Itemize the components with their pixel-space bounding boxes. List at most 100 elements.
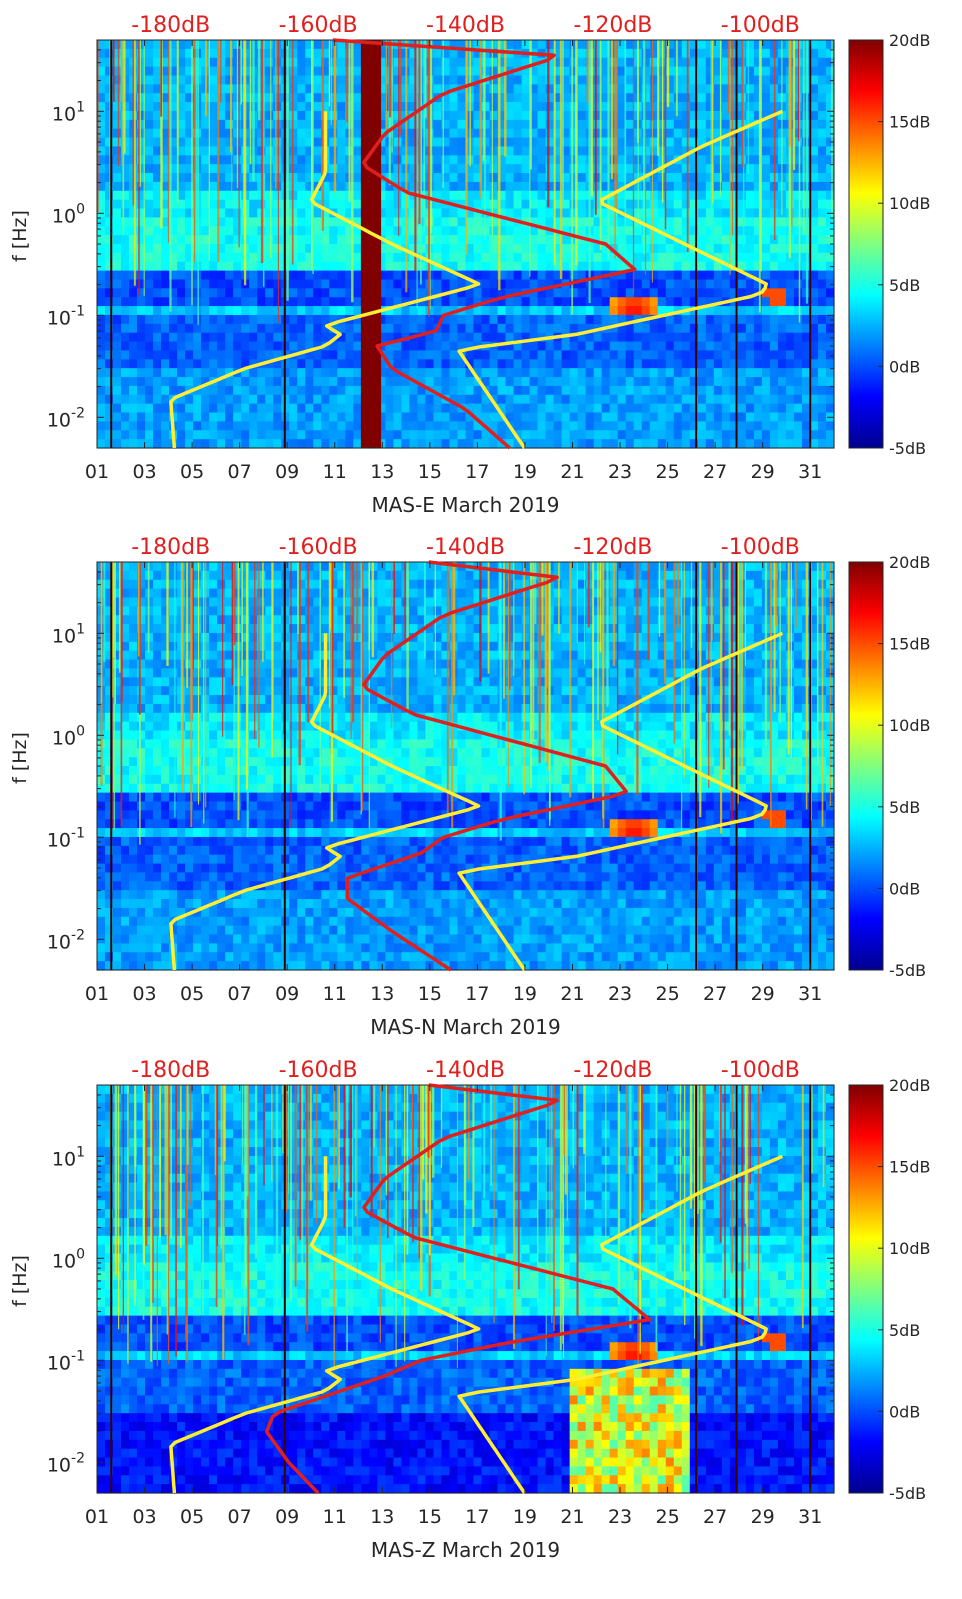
x-tick-label: 29 bbox=[751, 1506, 775, 1528]
x-tick-label: 09 bbox=[275, 461, 299, 483]
x-tick-label: 23 bbox=[608, 461, 632, 483]
x-tick-label: 25 bbox=[655, 461, 679, 483]
spectrogram-panel-2: 01 03 05 07 09 11 13 15 17 19 21 23 25 27 29 3110110010… bbox=[9, 535, 931, 1039]
colorbar-label: 5dB bbox=[889, 276, 920, 295]
x-tick-label: 19 bbox=[513, 983, 537, 1005]
colorbar-label: 10dB bbox=[889, 194, 931, 213]
x-tick-label: 27 bbox=[703, 461, 727, 483]
y-tick-label: 100 bbox=[52, 723, 85, 749]
y-tick-exponent: -1 bbox=[71, 303, 85, 319]
spectrogram-image bbox=[97, 1085, 835, 1494]
colorbar-label: -5dB bbox=[889, 1484, 926, 1503]
median-psd-line bbox=[264, 1083, 652, 1495]
db-axis-label: -160dB bbox=[279, 1058, 358, 1083]
y-tick-base: 10 bbox=[52, 1250, 76, 1272]
colorbar-gradient bbox=[848, 1084, 884, 1494]
high-noise-model-line bbox=[457, 1154, 784, 1494]
x-tick-label: 31 bbox=[798, 461, 822, 483]
x-tick-label: 21 bbox=[560, 983, 584, 1005]
y-tick-base: 10 bbox=[47, 1454, 71, 1476]
colorbar: 20dB 15dB 10dB 5dB 0dB -5dB bbox=[848, 553, 931, 980]
x-tick-label: 05 bbox=[180, 461, 204, 483]
spectrogram-panel-3: 01 03 05 07 09 11 13 15 17 19 21 23 25 27 29 3110110010… bbox=[9, 1058, 931, 1562]
y-tick-exponent: 0 bbox=[76, 1246, 85, 1262]
x-tick-label: 17 bbox=[465, 461, 489, 483]
low-noise-model-line bbox=[169, 633, 481, 971]
y-tick-exponent: -2 bbox=[71, 927, 85, 943]
x-tick-label: 25 bbox=[655, 983, 679, 1005]
x-tick-label: 09 bbox=[275, 1506, 299, 1528]
x-tick-label: 19 bbox=[513, 1506, 537, 1528]
y-tick-exponent: -2 bbox=[71, 1450, 85, 1466]
x-tick-label: 17 bbox=[465, 1506, 489, 1528]
x-tick-label: 03 bbox=[132, 983, 156, 1005]
colorbar-label: 15dB bbox=[889, 635, 931, 654]
y-tick-exponent: -1 bbox=[71, 1348, 85, 1364]
x-tick-label: 31 bbox=[798, 983, 822, 1005]
y-tick-exponent: 0 bbox=[76, 201, 85, 217]
y-tick-base: 10 bbox=[47, 829, 71, 851]
x-tick-label: 19 bbox=[513, 461, 537, 483]
colorbar: 20dB 15dB 10dB 5dB 0dB -5dB bbox=[848, 31, 931, 458]
colorbar-label: 0dB bbox=[889, 1402, 920, 1421]
db-axis-label: -180dB bbox=[131, 13, 210, 38]
x-tick-label: 03 bbox=[132, 1506, 156, 1528]
high-noise-model-line bbox=[457, 631, 784, 971]
colorbar-label: 5dB bbox=[889, 1321, 920, 1340]
x-tick-label: 29 bbox=[751, 461, 775, 483]
spectrogram-image bbox=[96, 40, 835, 449]
x-tick-label: 27 bbox=[703, 983, 727, 1005]
x-tick-label: 21 bbox=[560, 461, 584, 483]
x-tick-label: 15 bbox=[418, 983, 442, 1005]
db-axis-label: -180dB bbox=[131, 1058, 210, 1083]
y-tick-base: 10 bbox=[52, 1148, 76, 1170]
x-tick-label: 11 bbox=[323, 1506, 347, 1528]
y-tick-exponent: -1 bbox=[71, 825, 85, 841]
y-axis-label: f [Hz] bbox=[9, 732, 31, 784]
colorbar-label: 0dB bbox=[889, 357, 920, 376]
colorbar-label: 15dB bbox=[889, 113, 931, 132]
x-tick-label: 15 bbox=[418, 461, 442, 483]
db-axis-label: -160dB bbox=[279, 535, 358, 560]
x-tick-label: 01 bbox=[85, 461, 109, 483]
colorbar-label: 20dB bbox=[889, 31, 931, 50]
y-tick-exponent: 0 bbox=[76, 723, 85, 739]
median-psd-line bbox=[332, 38, 637, 450]
y-tick-label: 101 bbox=[52, 99, 85, 125]
colorbar-label: -5dB bbox=[889, 439, 926, 458]
y-tick-label: 10-2 bbox=[47, 1450, 85, 1476]
low-noise-model-line bbox=[169, 111, 481, 449]
median-psd-line bbox=[345, 560, 628, 972]
x-tick-label: 11 bbox=[323, 461, 347, 483]
db-axis-label: -100dB bbox=[721, 535, 800, 560]
y-tick-base: 10 bbox=[47, 307, 71, 329]
x-tick-label: 13 bbox=[370, 983, 394, 1005]
y-tick-base: 10 bbox=[52, 103, 76, 125]
db-axis-label: -180dB bbox=[131, 535, 210, 560]
y-tick-base: 10 bbox=[52, 727, 76, 749]
colorbar: 20dB 15dB 10dB 5dB 0dB -5dB bbox=[848, 1076, 931, 1503]
y-tick-exponent: -2 bbox=[71, 405, 85, 421]
colorbar-label: 20dB bbox=[889, 553, 931, 572]
y-tick-label: 101 bbox=[52, 1144, 85, 1170]
y-tick-label: 101 bbox=[52, 621, 85, 647]
x-tick-label: 21 bbox=[560, 1506, 584, 1528]
x-tick-label: 27 bbox=[703, 1506, 727, 1528]
db-axis-label: -160dB bbox=[279, 13, 358, 38]
y-tick-label: 100 bbox=[52, 1246, 85, 1272]
y-axis-label: f [Hz] bbox=[9, 210, 31, 262]
db-axis-label: -120dB bbox=[573, 1058, 652, 1083]
y-tick-exponent: 1 bbox=[76, 1144, 85, 1160]
x-tick-label: 23 bbox=[608, 983, 632, 1005]
x-tick-label: 17 bbox=[465, 983, 489, 1005]
colorbar-gradient bbox=[848, 39, 884, 449]
colorbar-label: 10dB bbox=[889, 1239, 931, 1258]
y-tick-base: 10 bbox=[47, 409, 71, 431]
x-tick-label: 25 bbox=[655, 1506, 679, 1528]
colorbar-gradient bbox=[848, 561, 884, 971]
colorbar-label: 0dB bbox=[889, 879, 920, 898]
colorbar-label: -5dB bbox=[889, 961, 926, 980]
spectrogram-image bbox=[97, 562, 835, 971]
low-noise-model-line bbox=[169, 1156, 481, 1494]
